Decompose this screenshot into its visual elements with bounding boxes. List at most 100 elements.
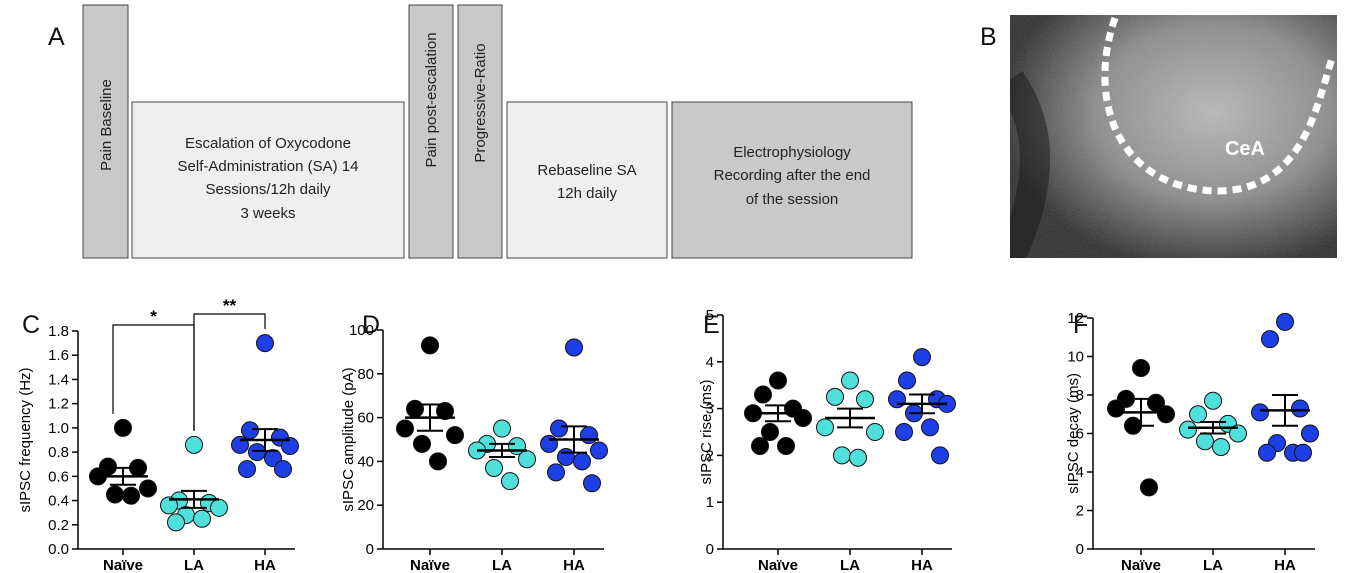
x-tick-label: LA — [1203, 557, 1223, 573]
point — [406, 399, 424, 418]
point — [1294, 443, 1312, 462]
y-tick-label: 100 — [349, 322, 374, 339]
point — [751, 437, 769, 456]
point — [1251, 403, 1269, 422]
point — [1140, 478, 1158, 497]
y-tick-label: 0 — [366, 541, 374, 558]
point — [1291, 399, 1309, 418]
point — [429, 452, 447, 471]
point — [1196, 432, 1214, 451]
x-tick-label: Naïve — [758, 557, 798, 573]
point — [841, 371, 859, 390]
point — [1229, 424, 1247, 443]
significance-label: ** — [223, 296, 237, 315]
panel-label: A — [48, 23, 65, 51]
point — [160, 496, 178, 515]
point — [256, 334, 274, 353]
point — [518, 450, 536, 469]
y-tick-label: 2 — [706, 447, 714, 464]
point — [931, 446, 949, 465]
point — [550, 419, 568, 438]
step-box — [457, 4, 503, 259]
step-text: Pain post-escalation — [423, 32, 440, 167]
point — [777, 437, 795, 456]
point — [446, 426, 464, 445]
point — [895, 423, 913, 441]
point — [557, 448, 575, 467]
step-text: Progressive-Ratio — [472, 43, 489, 162]
step-text: of the session — [746, 191, 839, 208]
step-box — [671, 101, 913, 259]
point — [1261, 330, 1279, 349]
y-tick-label: 40 — [357, 453, 374, 470]
y-axis-label: sIPSC amplitude (pA) — [340, 367, 357, 511]
y-tick-label: 4 — [706, 354, 714, 371]
timeline: Pain Baseline Escalation of Oxycodone Se… — [82, 4, 913, 259]
point — [826, 387, 844, 406]
step-text: Recording after the end — [714, 167, 871, 184]
point — [913, 348, 931, 367]
step-text: Electrophysiology — [733, 144, 851, 161]
y-tick-label: 5 — [706, 307, 714, 324]
y-tick-label: 6 — [1076, 426, 1084, 443]
x-tick-label: LA — [492, 557, 512, 573]
point — [1301, 424, 1319, 443]
panel-label: D — [362, 311, 380, 339]
significance-bracket — [193, 313, 266, 431]
y-tick-label: 1.0 — [48, 420, 69, 437]
point — [849, 448, 867, 467]
y-tick-label: 20 — [357, 497, 374, 514]
step-text: Escalation of Oxycodone — [185, 135, 351, 152]
step-text: Pain Baseline — [98, 79, 115, 171]
x-tick-label: Naïve — [410, 557, 450, 573]
x-tick-label: Naïve — [1121, 557, 1161, 573]
point — [573, 452, 591, 471]
step-text: Self-Administration (SA) 14 — [178, 158, 359, 175]
point — [1212, 437, 1230, 456]
panel-label: C — [22, 311, 40, 339]
point — [816, 418, 834, 437]
point — [413, 434, 431, 453]
y-tick-label: 0.8 — [48, 444, 69, 461]
point — [241, 421, 259, 440]
step-text: Rebaseline SA — [537, 162, 636, 179]
x-tick-label: LA — [184, 557, 204, 573]
point — [436, 402, 454, 421]
point — [1258, 443, 1276, 462]
y-axis-label: sIPSC rise (ms) — [698, 379, 715, 484]
y-tick-label: 3 — [706, 401, 714, 418]
y-tick-label: 0.4 — [48, 493, 69, 510]
step-box — [82, 4, 129, 259]
y-tick-label: 2 — [1076, 503, 1084, 520]
point — [248, 443, 266, 462]
y-axis-label: sIPSC decay (ms) — [1065, 373, 1082, 494]
y-tick-label: 80 — [357, 366, 374, 383]
point — [396, 419, 414, 438]
step-text: Sessions/12h daily — [205, 181, 331, 198]
point — [167, 513, 185, 532]
y-tick-label: 4 — [1076, 464, 1084, 481]
y-tick-label: 60 — [357, 410, 374, 427]
point — [421, 336, 439, 355]
x-tick-label: HA — [1274, 557, 1296, 573]
y-tick-label: 0 — [706, 541, 714, 558]
point — [1157, 405, 1175, 424]
significance-label: * — [150, 307, 157, 326]
x-tick-label: Naïve — [103, 557, 143, 573]
step-text: 12h daily — [557, 185, 618, 202]
panel-label: F — [1073, 311, 1088, 339]
y-tick-label: 1.2 — [48, 396, 69, 413]
y-axis-label: sIPSC frequency (Hz) — [17, 367, 34, 512]
point — [139, 479, 157, 498]
point — [565, 338, 583, 357]
point — [114, 418, 132, 437]
point — [274, 460, 292, 479]
point — [580, 426, 598, 445]
step-box — [408, 4, 454, 259]
point — [921, 418, 939, 437]
significance-bracket — [112, 324, 195, 431]
